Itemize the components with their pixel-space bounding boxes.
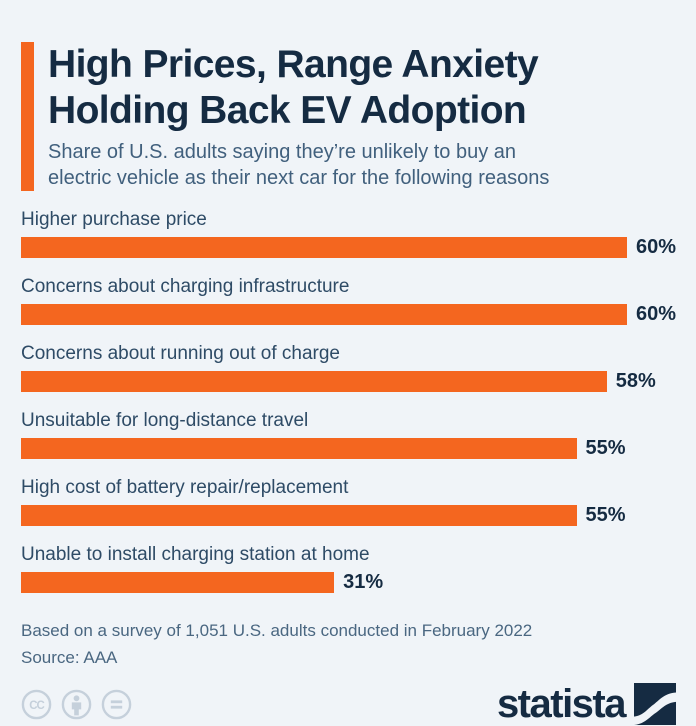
bar-line: 58% [21, 370, 676, 393]
statista-logo: statista [497, 683, 676, 725]
chart-row: Unable to install charging station at ho… [21, 543, 676, 594]
bar [21, 371, 607, 392]
bar-value: 55% [585, 504, 626, 526]
bar-label: High cost of battery repair/replacement [21, 477, 349, 498]
bar-label: Unable to install charging station at ho… [21, 544, 370, 565]
header: High Prices, Range Anxiety Holding Back … [21, 42, 676, 191]
title-accent-bar [21, 42, 34, 191]
infographic: High Prices, Range Anxiety Holding Back … [21, 42, 676, 725]
bar-line: 31% [21, 571, 676, 594]
chart-row: Higher purchase price 60% [21, 208, 676, 259]
bar-value: 55% [585, 437, 626, 459]
bar-chart: Higher purchase price 60% Concerns about… [21, 208, 676, 610]
bar-line: 60% [21, 236, 676, 259]
bar [21, 438, 577, 459]
statista-logo-text: statista [496, 682, 627, 726]
subtitle-line-2: electric vehicle as their next car for t… [48, 167, 550, 189]
bar [21, 304, 627, 325]
title-line-1: High Prices, Range Anxiety [48, 43, 539, 86]
cc-by-icon [61, 689, 92, 720]
bar-line: 55% [21, 437, 676, 460]
bar [21, 505, 577, 526]
subtitle-line-1: Share of U.S. adults saying they’re unli… [48, 141, 517, 163]
bar-value: 31% [343, 571, 384, 593]
bar-label: Concerns about charging infrastructure [21, 276, 350, 297]
page-subtitle: Share of U.S. adults saying they’re unli… [48, 139, 549, 191]
cc-icon: CC [21, 689, 52, 720]
bar-label: Concerns about running out of charge [21, 343, 340, 364]
chart-rows: Higher purchase price 60% Concerns about… [21, 208, 676, 594]
bar-value: 58% [615, 370, 656, 392]
header-text: High Prices, Range Anxiety Holding Back … [48, 42, 549, 191]
source-note: Source: AAA [21, 648, 118, 667]
license-icons: CC [21, 689, 132, 720]
svg-text:CC: CC [29, 700, 44, 712]
bar [21, 572, 335, 593]
chart-row: Concerns about running out of charge 58% [21, 342, 676, 393]
bar-line: 60% [21, 303, 676, 326]
bar-line: 55% [21, 504, 676, 527]
survey-note: Based on a survey of 1,051 U.S. adults c… [21, 621, 533, 640]
cc-nd-icon [101, 689, 132, 720]
bar-label: Unsuitable for long-distance travel [21, 410, 309, 431]
page-title: High Prices, Range Anxiety Holding Back … [48, 42, 549, 134]
bar-label: Higher purchase price [21, 209, 207, 230]
statista-logo-icon [634, 683, 676, 725]
bar-value: 60% [635, 303, 676, 325]
bar [21, 237, 627, 258]
chart-row: Concerns about charging infrastructure 6… [21, 275, 676, 326]
footnote: Based on a survey of 1,051 U.S. adults c… [21, 617, 676, 671]
title-line-2: Holding Back EV Adoption [48, 89, 527, 132]
bottom-row: CC statista [21, 683, 676, 725]
chart-row: High cost of battery repair/replacement … [21, 476, 676, 527]
chart-row: Unsuitable for long-distance travel 55% [21, 409, 676, 460]
bar-value: 60% [635, 236, 676, 258]
